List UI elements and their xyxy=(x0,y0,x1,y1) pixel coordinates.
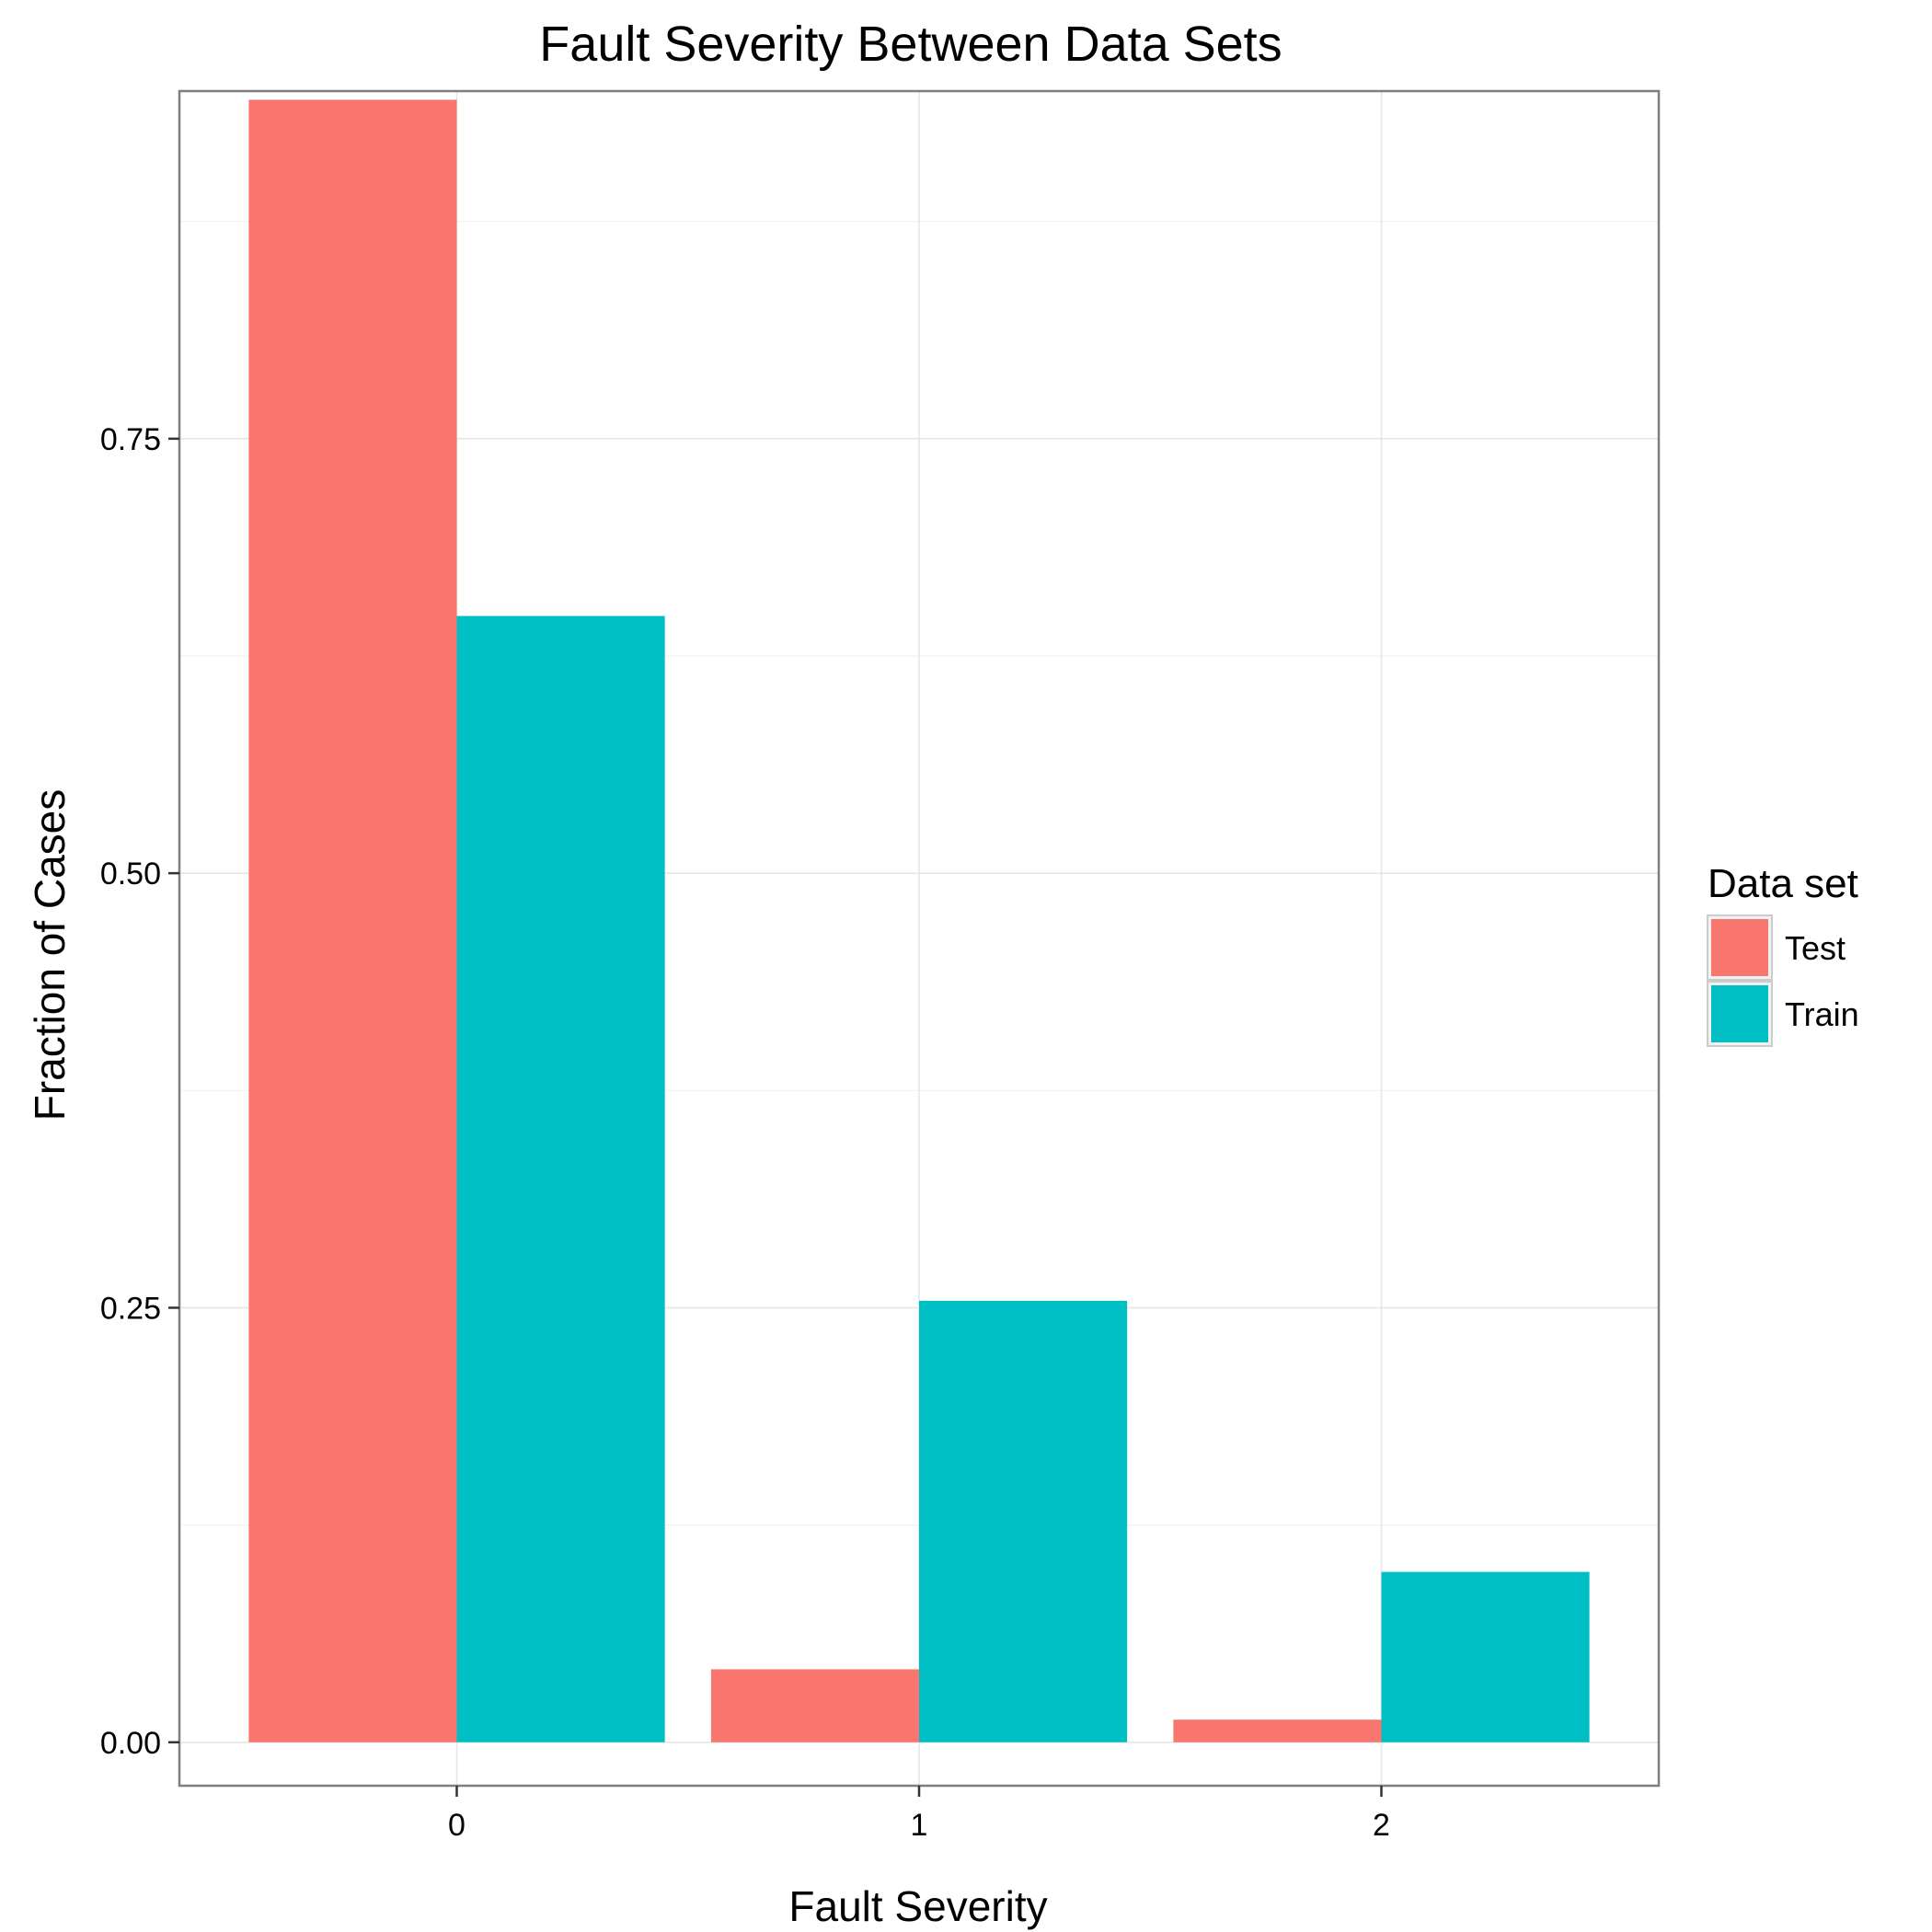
y-tick-label: 0.00 xyxy=(100,1726,161,1761)
legend-swatch-test xyxy=(1711,919,1768,976)
x-axis-title: Fault Severity xyxy=(788,1882,1047,1930)
chart-title: Fault Severity Between Data Sets xyxy=(539,17,1282,72)
bar-train-1 xyxy=(919,1300,1128,1742)
y-tick-label: 0.25 xyxy=(100,1291,161,1326)
bar-test-1 xyxy=(710,1669,919,1742)
x-axis: 0 1 2 xyxy=(448,1786,1390,1843)
legend-title: Data set xyxy=(1708,861,1858,906)
x-tick-label: 0 xyxy=(448,1808,466,1843)
legend-label-train: Train xyxy=(1785,995,1859,1033)
x-tick-label: 2 xyxy=(1373,1808,1390,1843)
bar-test-0 xyxy=(248,99,457,1742)
legend-swatch-train xyxy=(1711,985,1768,1042)
y-axis: 0.00 0.25 0.50 0.75 xyxy=(100,422,179,1761)
bar-train-0 xyxy=(456,615,665,1742)
bar-test-2 xyxy=(1173,1719,1382,1742)
y-tick-label: 0.50 xyxy=(100,857,161,891)
x-tick-label: 1 xyxy=(911,1808,928,1843)
bar-train-2 xyxy=(1381,1571,1590,1742)
y-tick-label: 0.75 xyxy=(100,422,161,457)
legend-label-test: Test xyxy=(1785,929,1846,967)
bars xyxy=(248,99,1590,1742)
legend: Data set Test Train xyxy=(1707,861,1859,1047)
y-axis-title: Fraction of Cases xyxy=(26,789,74,1121)
